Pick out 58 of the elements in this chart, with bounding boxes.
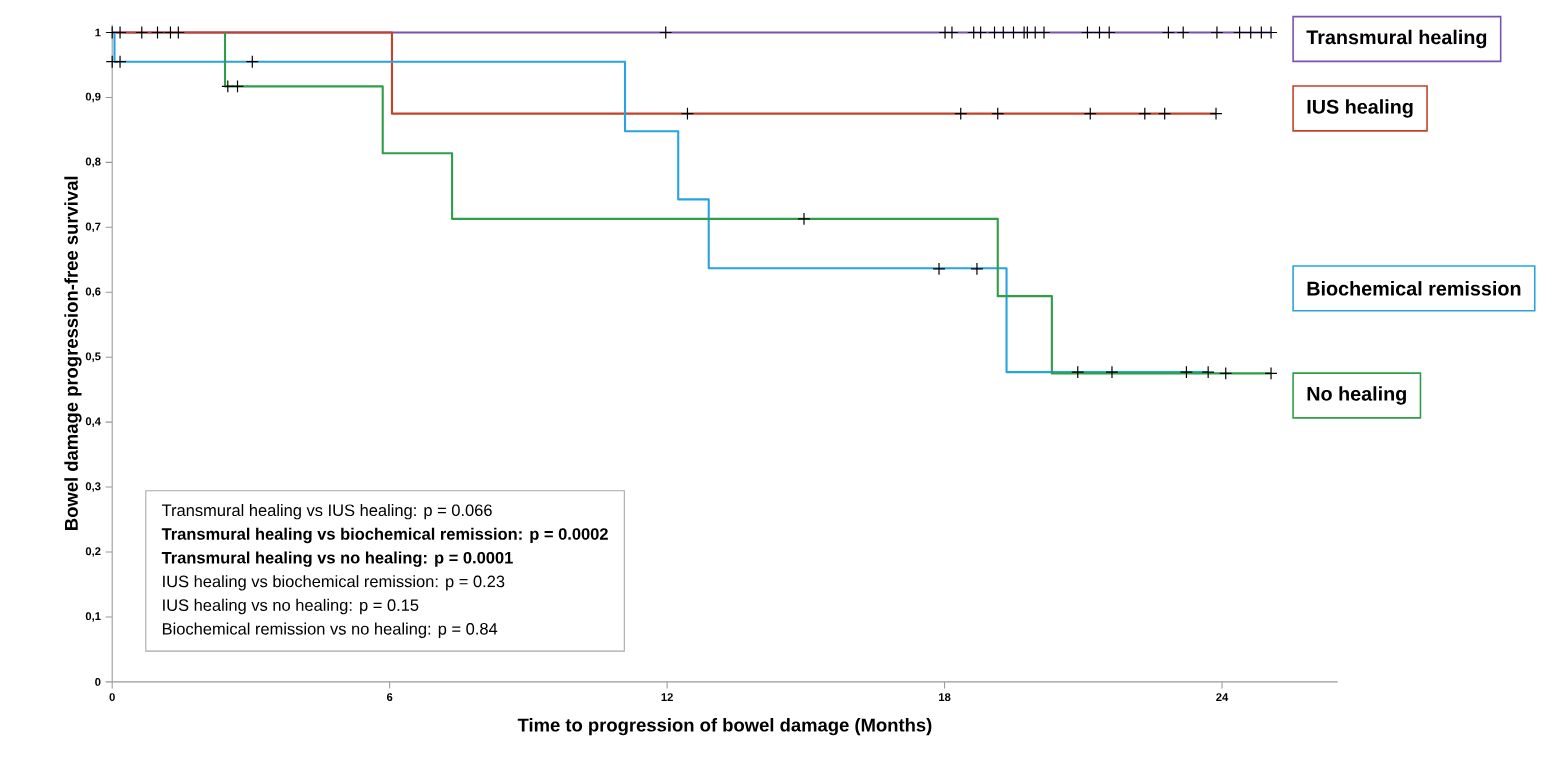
annotation: Biochemical remission vs no healing: p = 0.84 [162,622,498,638]
text: IUS healing [1307,99,1413,118]
point [991,107,1005,121]
x-tick-label: 0 [109,693,115,702]
point [1161,25,1175,40]
point [954,107,968,121]
annotation: Transmural healing vs biochemical remission: p = 0.0002 [161,527,608,544]
point [797,212,811,226]
point [1176,25,1190,40]
point [1138,107,1152,121]
point [1201,365,1215,379]
x-tick-label: 6 [386,693,393,702]
x-axis-title: Time to progression of bowel damage (Months) [517,718,932,736]
y-tick-label: 0,5 [85,352,101,362]
annotation: Transmural healing vs IUS healing: p = 0.066 [161,504,492,520]
point [150,25,165,40]
point [1244,25,1258,40]
x-tick-label: 24 [1216,693,1229,701]
series-label: Transmural healing [1306,29,1487,49]
point [135,25,149,40]
point [1080,25,1094,40]
y-tick-label: 0,1 [85,612,101,622]
point [1083,107,1097,121]
y-tick-label: 0,2 [85,547,101,557]
point [1071,365,1085,379]
point [1254,25,1268,40]
point [659,25,673,40]
x-tick-label: 18 [939,693,951,702]
annotation: IUS healing vs no healing: p = 0.15 [163,598,419,615]
point [1219,366,1233,380]
point [113,55,127,69]
y-tick-label: 0,8 [85,157,101,168]
point [245,55,259,69]
point [221,79,235,93]
y-tick-label: 0,7 [85,222,101,233]
point [932,262,946,276]
y-tick-label: 0 [95,677,101,686]
text: Biochemical remission [1307,281,1521,296]
point [1179,365,1193,379]
point [680,107,694,121]
point [1105,365,1119,379]
point [970,262,984,276]
y-axis-title: Bowel damage progression-free survival [64,176,82,530]
y-tick-label: 1 [95,28,101,37]
annotation: IUS healing vs biochemical remission: p = 0.23 [163,575,505,591]
point [1210,25,1224,40]
point [1233,25,1247,40]
y-tick-label: 0,9 [85,92,101,103]
x-tick-label: 12 [661,693,673,701]
annotation: Transmural healing vs no healing: p = 0.0001 [161,551,513,567]
y-tick-label: 0,3 [85,482,101,492]
point [1209,107,1223,121]
point [230,79,245,93]
series-label: No healing [1307,386,1406,405]
y-tick-label: 0,4 [85,417,101,427]
point [1158,107,1172,121]
y-tick-label: 0,6 [85,287,101,298]
point [1264,366,1278,380]
